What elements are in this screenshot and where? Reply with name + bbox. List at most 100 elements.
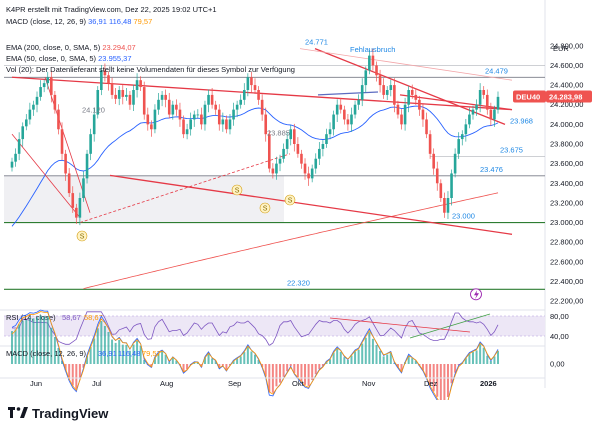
macd-histogram-bar	[371, 338, 374, 364]
ema200-value: 23.294,07	[102, 43, 136, 52]
candle-body	[21, 126, 25, 140]
macd-histogram-bar	[479, 344, 482, 364]
vol-legend[interactable]: Vol (20): Der Datenlieferant stellt kein…	[6, 65, 295, 74]
candle-body	[310, 168, 314, 179]
macd-histogram-bar	[114, 342, 117, 364]
price-axis-tick: 23.800,00	[550, 140, 583, 149]
support-marker	[76, 230, 88, 242]
candle-body	[96, 90, 100, 115]
macd-histogram-bar	[414, 360, 417, 364]
candle-body	[393, 85, 396, 105]
candle-body	[450, 173, 453, 198]
candle-body	[153, 109, 157, 130]
price-axis-tick: 24.600,00	[550, 61, 583, 70]
candle-body	[257, 90, 260, 100]
chart-credit: K4PR erstellt mit TradingView.com, Dez 2…	[6, 5, 217, 14]
price-axis-tick: 23.400,00	[550, 179, 583, 188]
support-marker	[284, 194, 296, 206]
candle-body	[28, 109, 32, 120]
macd-histogram-bar	[111, 339, 114, 364]
range-zone	[4, 175, 284, 223]
level-label: 23.476	[480, 165, 503, 174]
candle-body	[407, 90, 410, 105]
top-macd-v2: 116,48	[109, 17, 132, 26]
rsi-label: RSI (14, close)	[6, 313, 56, 322]
candle-body	[293, 129, 296, 144]
candle-body	[114, 94, 117, 99]
macd-histogram-bar	[311, 364, 314, 380]
ema50-line	[11, 105, 499, 227]
macd-histogram-bar	[57, 348, 60, 364]
macd-histogram-bar	[354, 351, 357, 364]
price-axis-tick: 24.200,00	[550, 100, 583, 109]
price-axis-tick: 23.000,00	[550, 218, 583, 227]
macd-histogram-bar	[75, 364, 78, 389]
macd-histogram-bar	[421, 364, 424, 371]
macd-histogram-bar	[436, 364, 439, 397]
rsi-line	[12, 311, 499, 347]
macd-histogram-bar	[100, 321, 103, 364]
macd-histogram-bar	[18, 324, 21, 364]
candle-body	[82, 178, 85, 198]
macd-histogram-bar	[218, 364, 221, 369]
ema200-legend[interactable]: EMA (200, close, 0, SMA, 5) 23.294,07	[6, 43, 136, 52]
candle-body	[332, 114, 335, 130]
level-label: 24.771	[305, 38, 328, 47]
macd-histogram-bar	[289, 364, 292, 367]
top-macd-legend[interactable]: MACD (close, 12, 26, 9) 36,91 116,48 79,…	[6, 17, 152, 26]
macd-value-1: 36,91	[98, 349, 117, 358]
candle-body	[275, 163, 278, 174]
candle-body	[357, 99, 360, 105]
candle-body	[117, 90, 121, 99]
level-label: 24.479	[485, 66, 508, 75]
candle-body	[403, 104, 407, 125]
candle-body	[375, 65, 378, 76]
time-axis-label: Jun	[30, 379, 42, 388]
macd-histogram-bar	[121, 344, 124, 364]
macd-histogram-bar	[346, 359, 349, 364]
candle-body	[35, 96, 39, 105]
tradingview-logo[interactable]: TradingView	[8, 402, 108, 424]
macd-label: MACD (close, 12, 26, 9)	[6, 349, 87, 358]
price-axis-tick: 24.000,00	[550, 120, 583, 129]
candle-body	[14, 153, 17, 162]
candle-body	[24, 119, 28, 127]
macd-histogram-bar	[175, 360, 178, 364]
candle-body	[157, 99, 160, 110]
candle-body	[39, 87, 42, 97]
support-marker-label: S	[80, 234, 85, 241]
macd-histogram-bar	[454, 364, 457, 373]
level-label: 22.320	[287, 278, 310, 287]
price-axis-tick: 22.600,00	[550, 257, 583, 266]
macd-histogram-bar	[86, 355, 89, 364]
macd-histogram-bar	[332, 352, 335, 364]
macd-histogram-bar	[382, 356, 385, 364]
candle-body	[221, 119, 225, 125]
false-breakout-label: Fehlausbruch	[350, 45, 395, 54]
rsi-value-2: 58,67	[84, 313, 103, 322]
candle-body	[196, 114, 200, 116]
macd-histogram-bar	[468, 353, 471, 364]
price-chart[interactable]: 24.771 24.479 23.968 23.675 23.476 23.000 22.3…	[0, 0, 600, 400]
currency-label: EUR	[553, 44, 569, 53]
candle-body	[107, 75, 110, 84]
macd-histogram-bar	[350, 355, 353, 364]
macd-histogram-bar	[193, 362, 196, 364]
candle-body	[485, 94, 489, 110]
candle-body	[496, 96, 500, 110]
macd-histogram-bar	[425, 364, 428, 377]
macd-histogram-bar	[93, 338, 96, 364]
trend-line	[11, 76, 513, 111]
macd-histogram-bar	[150, 364, 153, 368]
candle-body	[232, 109, 235, 120]
candle-body	[203, 104, 207, 125]
candle-body	[235, 104, 239, 110]
macd-histogram-bar	[321, 364, 324, 367]
ema50-legend[interactable]: EMA (50, close, 0, SMA, 5) 23.955,37	[6, 54, 132, 63]
candle-body	[67, 173, 71, 194]
macd-histogram-bar	[282, 364, 285, 377]
ema200-label: EMA (200, close, 0, SMA, 5)	[6, 43, 101, 52]
macd-histogram-bar	[336, 348, 339, 364]
symbol-tag	[513, 90, 546, 103]
candle-body	[439, 183, 443, 198]
